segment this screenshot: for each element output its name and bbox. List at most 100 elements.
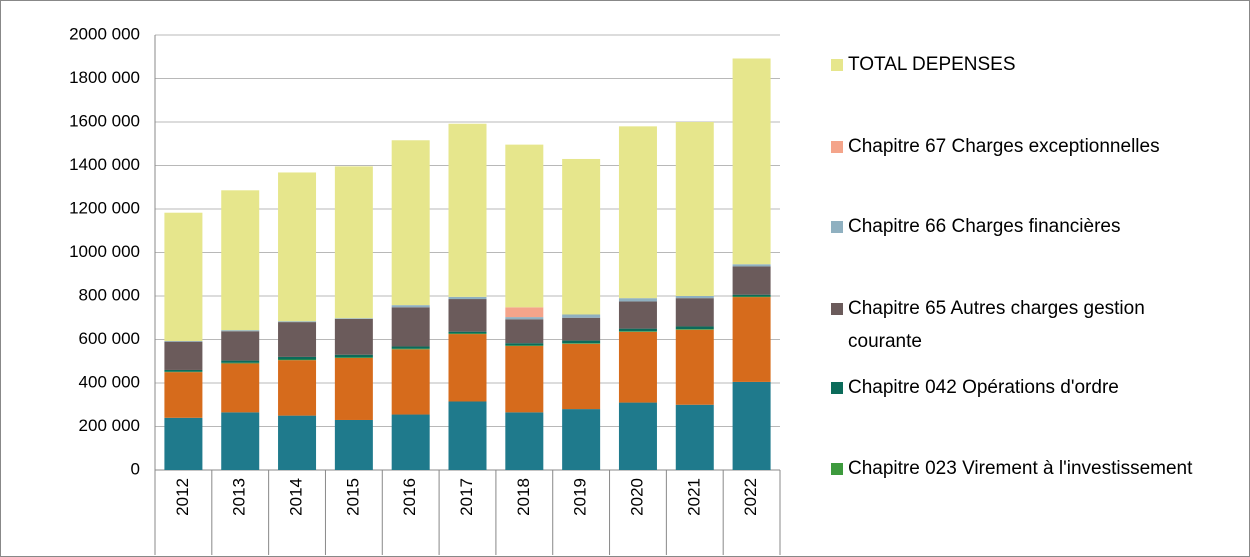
bar-segment (334, 357, 373, 358)
bar-segment (391, 305, 430, 308)
legend-label: Chapitre 66 Charges financières (848, 216, 1121, 237)
bar-segment (505, 345, 544, 347)
bar-segment (675, 298, 714, 327)
bar-segment (732, 297, 771, 382)
bar-segment (221, 412, 260, 470)
legend-label: Chapitre 023 Virement à l'investissement (848, 458, 1193, 479)
bar-segment (675, 329, 714, 330)
bar-segment (391, 346, 430, 349)
bar-segment (334, 166, 373, 319)
bar-segment (618, 402, 657, 470)
bar-segment (334, 357, 373, 420)
bar-segment (221, 330, 260, 332)
bar-segment (505, 346, 544, 413)
y-tick-label: 1800 000 (69, 68, 140, 87)
bar-segment (618, 331, 657, 332)
x-tick-label: 2014 (287, 478, 306, 516)
bar-segment (448, 331, 487, 334)
y-tick-label: 1400 000 (69, 155, 140, 174)
bar-segment (675, 404, 714, 470)
x-tick-label: 2019 (571, 478, 590, 516)
bar-segment (505, 412, 544, 470)
bar-segment (391, 414, 430, 470)
x-tick-label: 2021 (684, 478, 703, 516)
bar-segment (732, 294, 771, 297)
legend-label: TOTAL DEPENSES (848, 54, 1016, 75)
legend-swatch (831, 59, 843, 71)
bar-segment (448, 334, 487, 402)
x-tick-label: 2013 (230, 478, 249, 516)
y-tick-label: 1000 000 (69, 242, 140, 261)
bar-segment (505, 343, 544, 346)
bar-segment (164, 212, 203, 342)
legend-swatch (831, 221, 843, 233)
bar-segment (732, 58, 771, 265)
bar-segment (221, 190, 260, 331)
bar-segment (391, 140, 430, 306)
bar-segment (618, 328, 657, 332)
bar-segment (221, 362, 260, 364)
bar-segment (562, 343, 601, 410)
bar-segment (562, 340, 601, 344)
bar-segment (732, 266, 771, 295)
bar-segment (505, 144, 544, 308)
legend-label: Chapitre 65 Autres charges gestion coura… (848, 298, 1145, 352)
y-tick-label: 400 000 (79, 372, 140, 391)
y-tick-label: 1200 000 (69, 198, 140, 217)
legend-swatch (831, 382, 843, 394)
bar-segment (221, 363, 260, 413)
bar-segment (675, 326, 714, 330)
bar-segment (334, 318, 373, 355)
bar-segment (334, 318, 373, 319)
bar-segment (448, 299, 487, 332)
bar-segment (562, 409, 601, 470)
bar-segment (562, 343, 601, 344)
y-tick-label: 0 (131, 459, 140, 478)
bar-segment (278, 172, 317, 322)
bar-segment (391, 348, 430, 350)
bar-segment (334, 354, 373, 358)
x-tick-label: 2015 (343, 478, 362, 516)
y-tick-label: 2000 000 (69, 24, 140, 43)
bar-segment (505, 307, 544, 318)
bar-segment (675, 296, 714, 299)
bar-segment (278, 322, 317, 357)
bar-segment (164, 372, 203, 418)
bar-segment (391, 349, 430, 415)
bar-segment (448, 296, 487, 300)
bar-segment (562, 317, 601, 341)
y-tick-label: 200 000 (79, 416, 140, 435)
bar-segment (732, 381, 771, 470)
y-tick-label: 600 000 (79, 329, 140, 348)
bar-segment (732, 296, 771, 298)
bar-segment (505, 319, 544, 344)
legend-swatch (831, 463, 843, 475)
x-tick-label: 2016 (400, 478, 419, 516)
bar-segment (164, 341, 203, 342)
bar-segment (618, 298, 657, 302)
bar-segment (278, 360, 317, 416)
y-tick-label: 1600 000 (69, 111, 140, 130)
bar-segment (562, 158, 601, 315)
bar-segment (618, 331, 657, 403)
bar-segment (278, 321, 317, 323)
x-tick-label: 2017 (457, 478, 476, 516)
bar-segment (278, 415, 317, 470)
bar-segment (164, 369, 203, 372)
bar-segment (562, 314, 601, 318)
legend-swatch (831, 303, 843, 315)
bar-segment (448, 333, 487, 335)
bar-segment (391, 307, 430, 347)
bar-segment (221, 360, 260, 363)
bar-segment (164, 341, 203, 370)
legend-swatch (831, 141, 843, 153)
bar-segment (448, 401, 487, 470)
bar-segment (448, 123, 487, 297)
x-tick-label: 2020 (627, 478, 646, 516)
x-tick-label: 2018 (514, 478, 533, 516)
x-tick-label: 2012 (173, 478, 192, 516)
bar-segment (221, 331, 260, 361)
bar-segment (618, 126, 657, 299)
